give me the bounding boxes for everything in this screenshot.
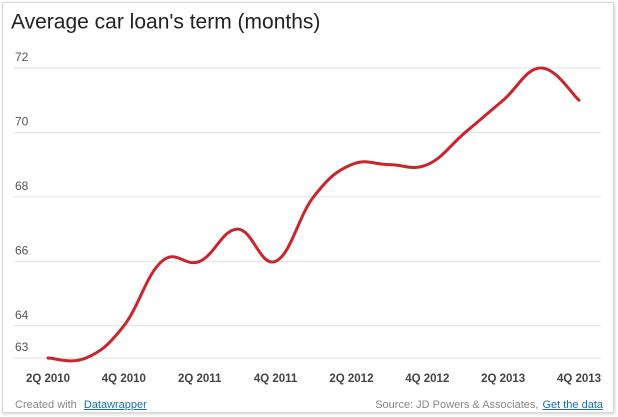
- chart-frame: Average car loan's term (months) 63 64 66 6…: [2, 2, 614, 413]
- x-tick-label: 2Q 2011: [178, 373, 222, 385]
- chart-title: Average car loan's term (months): [11, 11, 320, 34]
- y-tick-label: 66: [15, 244, 29, 258]
- credit-link[interactable]: Datawrapper: [83, 399, 147, 411]
- data-line: [46, 66, 581, 363]
- data-link[interactable]: Get the data: [542, 399, 603, 411]
- x-tick-label: 4Q 2012: [405, 373, 449, 385]
- y-tick-label: 72: [15, 50, 29, 64]
- source-text: Source: JD Powers & Associates,: [375, 399, 539, 411]
- credit-prefix: Created with: [15, 399, 77, 411]
- credit: Created with Datawrapper: [15, 399, 147, 411]
- source: Source: JD Powers & Associates, Get the d…: [375, 399, 603, 411]
- x-tick-label: 4Q 2013: [557, 373, 601, 385]
- y-tick-label: 64: [15, 308, 29, 322]
- chart: Average car loan's term (months) 63 64 66 6…: [11, 11, 601, 385]
- x-tick-label: 2Q 2012: [329, 373, 373, 385]
- y-tick-label: 68: [15, 179, 29, 193]
- x-tick-label: 2Q 2013: [481, 373, 525, 385]
- x-tick-label: 4Q 2011: [254, 373, 298, 385]
- y-tick-label: 70: [15, 115, 29, 129]
- y-tick-label: 63: [15, 340, 29, 354]
- x-tick-label: 2Q 2010: [26, 373, 70, 385]
- x-tick-label: 4Q 2010: [102, 373, 146, 385]
